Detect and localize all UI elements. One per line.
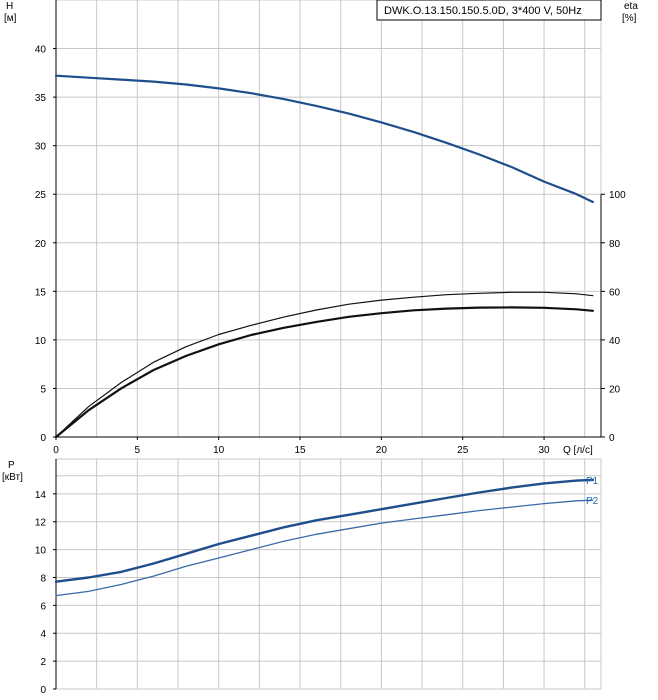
y-left-tick-label: 30: [35, 142, 47, 153]
y-left-tick-label: 35: [35, 93, 47, 104]
x-tick-label: 10: [213, 445, 225, 456]
y-left-tick-label: 10: [35, 336, 47, 347]
bottom-chart: 0 2 4 6 8 10 12 14 P1 P2 P [кВт]: [2, 458, 602, 696]
p1-series-label: P1: [586, 476, 599, 487]
y-left-tick-label: 0: [40, 433, 46, 444]
p1-curve: [54, 478, 595, 583]
y-left-tick-label: 25: [35, 190, 47, 201]
power-tick-label: 6: [40, 601, 46, 612]
y-axis-label-left-unit: [м]: [4, 13, 17, 24]
power-tick-label: 4: [40, 629, 46, 640]
y-right-tick-label: 80: [609, 239, 621, 250]
efficiency-curve-lower: [54, 306, 594, 439]
model-label-box: [376, 0, 602, 21]
bottom-axes: [53, 459, 57, 690]
power-tick-label: 2: [40, 657, 46, 668]
bottom-tick-labels: 0 2 4 6 8 10 12 14: [35, 490, 47, 696]
y-left-tick-label: 40: [35, 45, 47, 56]
y-right-tick-label: 100: [609, 190, 626, 201]
y-left-tick-label: 15: [35, 287, 47, 298]
x-tick-label: 25: [457, 445, 469, 456]
p2-curve: [55, 499, 594, 597]
x-tick-label: 30: [538, 445, 550, 456]
x-tick-label: 5: [135, 445, 141, 456]
y-right-tick-label: 20: [609, 384, 621, 395]
power-axis-label-symbol: P: [8, 460, 15, 471]
p2-series-label: P2: [586, 496, 599, 507]
x-tick-label: 20: [376, 445, 388, 456]
y-right-tick-label: 60: [609, 287, 621, 298]
x-tick-label: 0: [53, 445, 59, 456]
y-left-tick-label: 5: [40, 384, 46, 395]
power-tick-label: 10: [35, 546, 47, 557]
top-series: [54, 74, 594, 439]
head-curve: [54, 74, 594, 204]
y-right-tick-label: 40: [609, 336, 621, 347]
bottom-series: [54, 478, 595, 597]
x-axis-label: Q [л/с]: [563, 445, 593, 456]
power-tick-label: 8: [40, 573, 46, 584]
model-label: DWK.O.13.150.150.5.0D, 3*400 V, 50Hz: [384, 5, 582, 17]
y-right-tick-label: 0: [609, 433, 615, 444]
y-axis-label-right-unit: [%]: [622, 13, 637, 24]
y-axis-label-left-symbol: H: [6, 1, 13, 12]
y-left-tick-label: 20: [35, 239, 47, 250]
top-tick-labels: 0 5 10 15 20 25 30 0 5 10 15 20 25 30 35 40 0 20 40 60 80 100: [35, 45, 626, 456]
power-axis-label-unit: [кВт]: [2, 472, 23, 483]
x-tick-label: 15: [294, 445, 306, 456]
power-tick-label: 14: [35, 490, 47, 501]
power-tick-label: 12: [35, 518, 47, 529]
bottom-grid: [55, 458, 602, 690]
efficiency-curve-upper: [55, 291, 594, 438]
y-axis-label-right-symbol: eta: [624, 1, 638, 12]
bottom-series-labels: P1 P2: [586, 476, 599, 507]
top-chart: 0 5 10 15 20 25 30 0 5 10 15 20 25 30 35 40 0 20 40 60 80 100…: [4, 0, 638, 456]
power-tick-label: 0: [40, 685, 46, 696]
top-axes: [53, 0, 605, 440]
